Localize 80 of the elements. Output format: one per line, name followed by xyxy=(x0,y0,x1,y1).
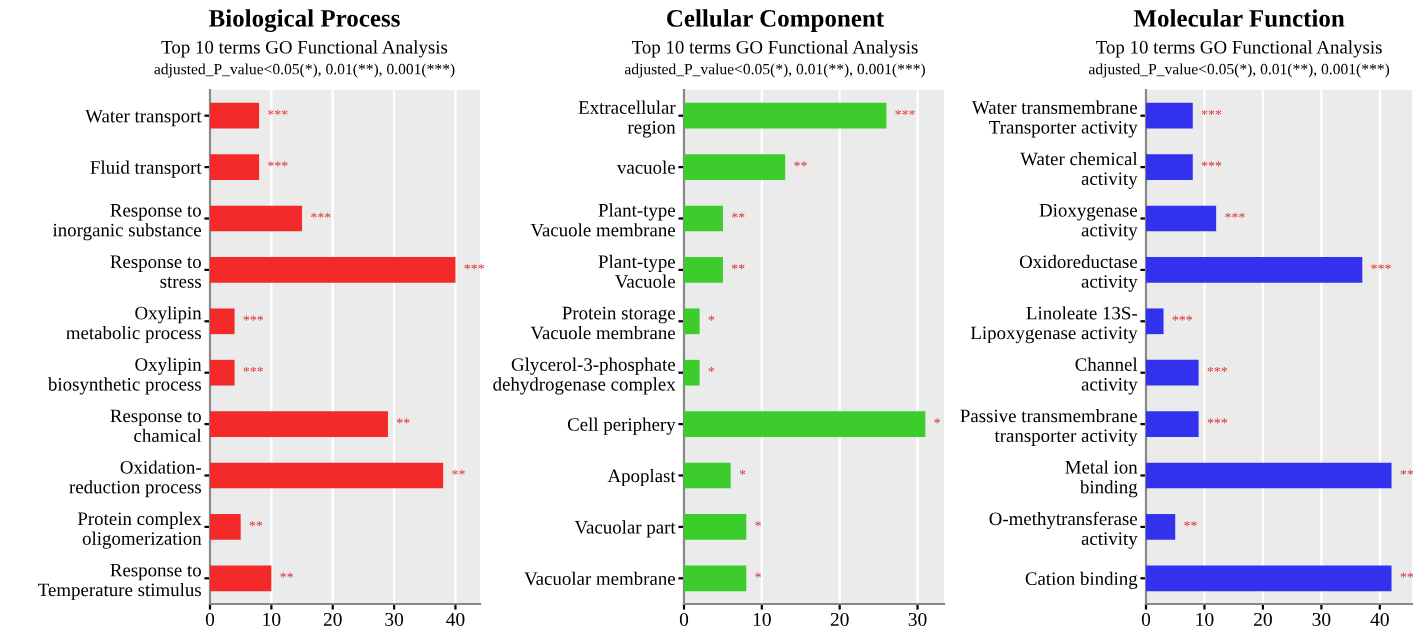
y-tick-label: Apoplast xyxy=(607,468,676,487)
x-tick-label: 40 xyxy=(446,612,465,627)
bar xyxy=(684,565,747,592)
x-tick-label: 30 xyxy=(1312,612,1331,627)
y-tick-label: Oxylipin metabolic process xyxy=(66,306,202,344)
y-tick-label: Water transmembrane Transporter activity xyxy=(971,100,1138,138)
x-tick-label: 0 xyxy=(1141,612,1151,627)
y-tick-label: Passive transmembrane transporter activity xyxy=(960,409,1138,446)
y-tick-label: vacuole xyxy=(616,160,676,174)
bar xyxy=(684,308,700,335)
y-tick-label: Fluid transport xyxy=(90,160,202,178)
x-tick-label: 10 xyxy=(263,612,281,627)
chart-subtitle: Top 10 terms GO Functional Analysis xyxy=(631,40,918,58)
x-tick-label: 20 xyxy=(830,612,849,627)
y-tick-label: Cell periphery xyxy=(567,417,676,435)
x-tick-label: 0 xyxy=(205,612,215,627)
bar xyxy=(1146,154,1193,180)
chart-title: Molecular Function xyxy=(1133,9,1345,27)
x-tick-label: 10 xyxy=(1196,612,1214,627)
bar xyxy=(1146,102,1193,129)
y-tick-label: Protein complex oligomerization xyxy=(77,511,202,549)
y-tick-label: Plant-type Vacuole membrane xyxy=(530,203,676,237)
y-tick-label: Oxylipin biosynthetic process xyxy=(47,357,202,395)
y-tick-label: O-methytransferase activity xyxy=(989,511,1138,549)
x-tick-label: 20 xyxy=(1254,612,1272,627)
x-tick-label: 20 xyxy=(323,612,342,627)
bar xyxy=(1146,514,1176,540)
bar xyxy=(684,102,887,129)
bar xyxy=(210,411,388,437)
y-tick-label: Channel activity xyxy=(1075,357,1138,395)
bar xyxy=(684,462,731,489)
bar xyxy=(1146,411,1199,437)
y-tick-label: Vacuolar part xyxy=(574,520,676,538)
bar xyxy=(210,257,456,283)
y-tick-label: Response to chamical xyxy=(110,409,202,443)
y-tick-label: Oxidoreductase activity xyxy=(1019,254,1138,292)
y-tick-label: Response to inorganic substance xyxy=(52,204,202,241)
chart-subtitle: Top 10 terms GO Functional Analysis xyxy=(161,40,448,58)
chart-title: Cellular Component xyxy=(667,9,885,32)
x-tick-label: 40 xyxy=(1370,612,1389,627)
bar xyxy=(1146,205,1217,232)
bar xyxy=(684,154,786,180)
y-tick-label: Vacuolar membrane xyxy=(524,571,676,586)
y-tick-label: Linoleate 13S- Lipoxygenase activity xyxy=(970,306,1138,344)
y-tick-label: Dioxygenase activity xyxy=(1039,203,1138,241)
bar xyxy=(684,257,723,283)
y-tick-label: Plant-type Vacuole xyxy=(598,254,676,288)
bar xyxy=(210,514,241,540)
y-tick-label: Cation binding xyxy=(1025,571,1138,589)
bar xyxy=(684,205,723,232)
y-tick-label: Water transport xyxy=(85,109,202,127)
y-tick-label: Response to stress xyxy=(110,255,201,288)
chart-subtitle: Top 10 terms GO Functional Analysis xyxy=(1096,40,1382,58)
bar xyxy=(1146,308,1164,335)
x-tick-label: 10 xyxy=(753,612,771,627)
bar xyxy=(210,205,303,232)
y-tick-label: Response to Temperature stimulus xyxy=(38,563,201,601)
x-tick-label: 0 xyxy=(679,612,689,627)
bar xyxy=(210,154,260,180)
y-tick-label: Water chemical activity xyxy=(1020,152,1138,189)
chart-title: Biological Process xyxy=(208,9,400,33)
bar xyxy=(210,359,235,386)
bar xyxy=(210,308,235,335)
bar xyxy=(210,102,260,129)
bar xyxy=(210,462,444,489)
bar xyxy=(684,411,926,437)
y-tick-label: Protein storage Vacuole membrane xyxy=(530,306,676,340)
bar xyxy=(1146,257,1363,283)
y-tick-label: Extracellular region xyxy=(578,100,676,138)
bar xyxy=(1146,359,1199,386)
x-tick-label: 30 xyxy=(908,612,927,627)
bar xyxy=(210,565,272,592)
bar xyxy=(1146,565,1392,592)
y-tick-label: Oxidation- reduction process xyxy=(69,460,201,498)
bar xyxy=(1146,462,1392,489)
bar xyxy=(684,514,747,540)
x-tick-label: 30 xyxy=(385,612,404,627)
y-tick-label: Metal ion binding xyxy=(1065,460,1138,498)
bar xyxy=(684,359,700,386)
y-tick-label: Glycerol-3-phosphate dehydrogenase complex xyxy=(493,357,676,395)
